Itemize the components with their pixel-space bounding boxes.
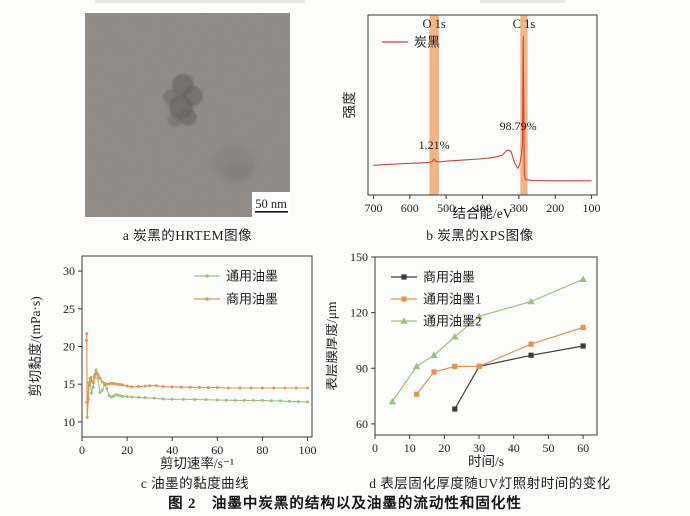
y-axis-label: 剪切黏度/(mPa·s) (28, 296, 43, 397)
svg-text:15: 15 (63, 377, 75, 391)
legend-label: 通用油墨2 (423, 314, 482, 329)
axis-ticks: 0 20 40 60 80 100 10 15 20 25 30 (63, 264, 316, 457)
legend-label: 通用油墨 (226, 269, 278, 284)
series-商用油墨 (85, 332, 309, 419)
x-axis-label: 剪切速率/s⁻¹ (160, 455, 234, 471)
panel-a: 50 nm (85, 13, 290, 222)
x-axis-label: 结合能/eV (453, 206, 513, 221)
panel-b-caption: b 炭黑的XPS图像 (426, 228, 534, 243)
hrtem-image: 50 nm (85, 13, 290, 217)
series-line (373, 36, 592, 182)
series-line (391, 278, 584, 402)
legend: 炭黑 (382, 35, 440, 50)
legend-label: 商用油墨 (226, 292, 278, 307)
series-line (85, 333, 308, 418)
y-axis-label: 强度 (342, 92, 357, 119)
svg-text:40: 40 (508, 441, 520, 455)
band-label: O 1s (423, 17, 446, 31)
svg-text:700: 700 (364, 201, 382, 215)
svg-text:90: 90 (356, 361, 368, 375)
svg-text:30: 30 (473, 441, 485, 455)
svg-text:10: 10 (63, 415, 75, 429)
y-axis-label: 表层膜厚度/μm (326, 301, 339, 390)
highlight-band (429, 15, 439, 195)
axes-box (374, 256, 598, 436)
panel-d-caption: d 表层固化厚度随UV灯照射时间的变化 (369, 476, 611, 491)
faint-aggregate (211, 146, 255, 182)
svg-text:25: 25 (63, 302, 75, 316)
svg-text:10: 10 (404, 441, 416, 455)
svg-text:100: 100 (583, 201, 601, 215)
x-axis-label: 时间/s (468, 454, 504, 469)
svg-text:500: 500 (437, 201, 455, 215)
svg-text:0: 0 (372, 441, 378, 455)
svg-text:20: 20 (63, 340, 75, 354)
scale-bar: 50 nm (252, 192, 290, 217)
series-通用油墨 (85, 368, 309, 404)
carbon-black-aggregate (163, 74, 203, 127)
legend-label: 通用油墨1 (423, 292, 482, 307)
panel-c-caption: c 油墨的黏度曲线 (140, 476, 250, 491)
series-商用油墨 (452, 343, 586, 412)
axis-ticks: 0 10 20 30 40 50 60 60 90 120 150 (350, 250, 589, 455)
annotation: 1.21% (419, 138, 450, 152)
svg-text:120: 120 (350, 306, 368, 320)
svg-text:60: 60 (577, 441, 589, 455)
svg-text:40: 40 (166, 443, 178, 457)
series-通用油墨2 (388, 275, 587, 405)
annotation: 98.79% (500, 119, 537, 133)
svg-text:30: 30 (63, 264, 75, 278)
panel-a-caption: a 炭黑的HRTEM图像 (122, 228, 253, 243)
series-通用油墨1 (414, 324, 586, 397)
svg-text:200: 200 (546, 201, 564, 215)
svg-text:100: 100 (298, 443, 316, 457)
svg-text:400: 400 (474, 201, 492, 215)
svg-text:150: 150 (350, 250, 368, 264)
scan-artifact (480, 0, 565, 3)
svg-text:20: 20 (121, 443, 133, 457)
series-炭黑 (373, 36, 592, 182)
series-line (416, 326, 584, 395)
svg-text:20: 20 (438, 441, 450, 455)
scale-bar-line (255, 211, 288, 213)
axis-ticks: 700 600 500 400 300 200 100 (364, 195, 601, 215)
series-line (454, 345, 584, 410)
scale-bar-label: 50 nm (255, 197, 287, 211)
svg-text:300: 300 (510, 201, 528, 215)
svg-text:60: 60 (356, 417, 368, 431)
scan-artifact (95, 0, 305, 3)
band-label: C 1s (513, 17, 536, 31)
svg-text:60: 60 (211, 443, 223, 457)
figure-caption: 图 2 油墨中炭黑的结构以及油墨的流动性和固化性 (168, 496, 522, 512)
series-line (85, 369, 308, 403)
svg-text:600: 600 (401, 201, 419, 215)
xps-chart: O 1s C 1s 700 600 500 400 300 200 100 1.21% 98.79%… (342, 14, 601, 221)
legend-label: 炭黑 (414, 35, 440, 50)
svg-text:50: 50 (542, 441, 554, 455)
legend-label: 商用油墨 (423, 270, 475, 285)
svg-text:80: 80 (256, 443, 268, 457)
svg-text:0: 0 (79, 443, 85, 457)
